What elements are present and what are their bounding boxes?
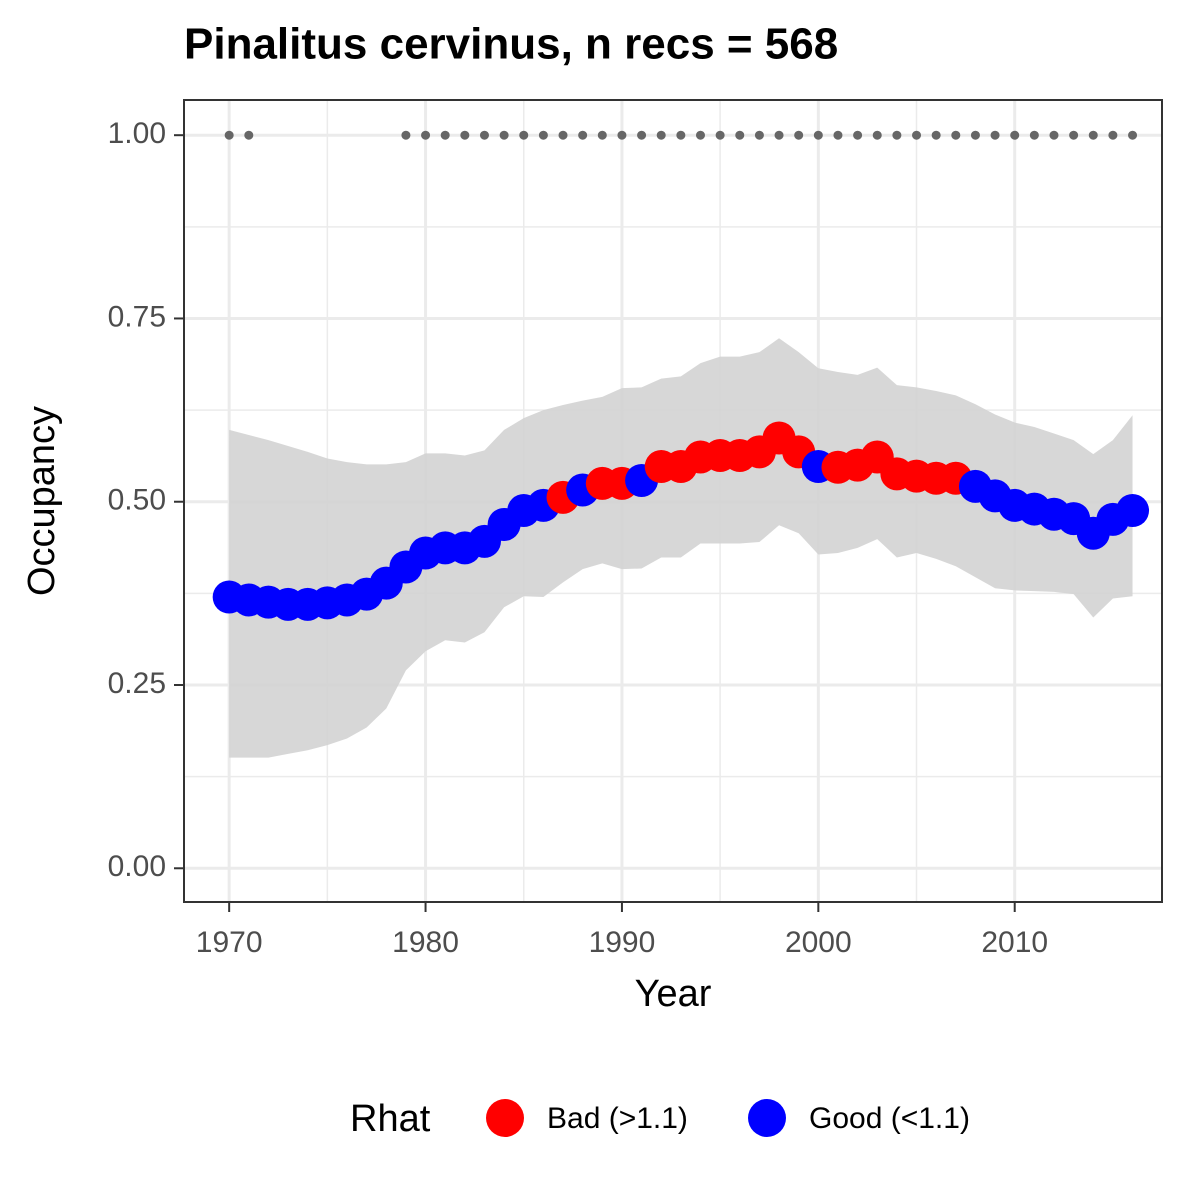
legend-key <box>486 1099 524 1137</box>
record-dot <box>421 130 431 140</box>
legend-title: Rhat <box>350 1098 431 1140</box>
record-dot <box>970 130 980 140</box>
record-dot <box>1049 130 1059 140</box>
record-dot <box>656 130 666 140</box>
x-tick-label: 2000 <box>785 926 852 959</box>
record-dot <box>460 130 470 140</box>
x-tick-label: 1970 <box>196 926 263 959</box>
record-dot <box>1108 130 1118 140</box>
record-dot <box>538 130 548 140</box>
y-tick-label: 0.50 <box>108 484 166 517</box>
occupancy-point <box>1116 494 1150 528</box>
x-tick-label: 2010 <box>981 926 1048 959</box>
record-dot <box>637 130 647 140</box>
record-dot <box>715 130 725 140</box>
chart-title: Pinalitus cervinus, n recs = 568 <box>184 20 838 69</box>
record-dot <box>617 130 627 140</box>
confidence-ribbon <box>229 338 1133 758</box>
record-dot <box>244 130 254 140</box>
record-dot <box>931 130 941 140</box>
legend-key <box>748 1099 786 1137</box>
legend-label: Good (<1.1) <box>809 1102 970 1135</box>
record-dot <box>1069 130 1079 140</box>
record-dot <box>695 130 705 140</box>
record-dot <box>224 130 234 140</box>
record-dot <box>951 130 961 140</box>
record-dot <box>912 130 922 140</box>
record-dot <box>676 130 686 140</box>
record-dot <box>558 130 568 140</box>
record-dot <box>401 130 411 140</box>
record-dot <box>1010 130 1020 140</box>
record-dot <box>479 130 489 140</box>
record-dot <box>440 130 450 140</box>
y-tick-label: 1.00 <box>108 117 166 150</box>
x-axis-title: Year <box>635 973 712 1015</box>
record-dot <box>833 130 843 140</box>
x-tick-label: 1990 <box>589 926 656 959</box>
y-tick-label: 0.00 <box>108 850 166 883</box>
record-dot <box>597 130 607 140</box>
record-dot <box>1029 130 1039 140</box>
y-tick-label: 0.25 <box>108 667 166 700</box>
y-axis-title: Occupancy <box>21 406 63 596</box>
legend-label: Bad (>1.1) <box>547 1102 688 1135</box>
y-tick-label: 0.75 <box>108 300 166 333</box>
record-dot <box>990 130 1000 140</box>
record-dot <box>754 130 764 140</box>
record-dot <box>1128 130 1138 140</box>
record-dot <box>1088 130 1098 140</box>
record-dot <box>578 130 588 140</box>
panel-border <box>183 99 1163 903</box>
record-dot <box>735 130 745 140</box>
record-dot <box>774 130 784 140</box>
record-dot <box>813 130 823 140</box>
record-dot <box>519 130 529 140</box>
x-tick-label: 1980 <box>392 926 459 959</box>
record-dot <box>853 130 863 140</box>
record-dot <box>872 130 882 140</box>
record-dot <box>499 130 509 140</box>
record-dot <box>794 130 804 140</box>
record-dot <box>892 130 902 140</box>
